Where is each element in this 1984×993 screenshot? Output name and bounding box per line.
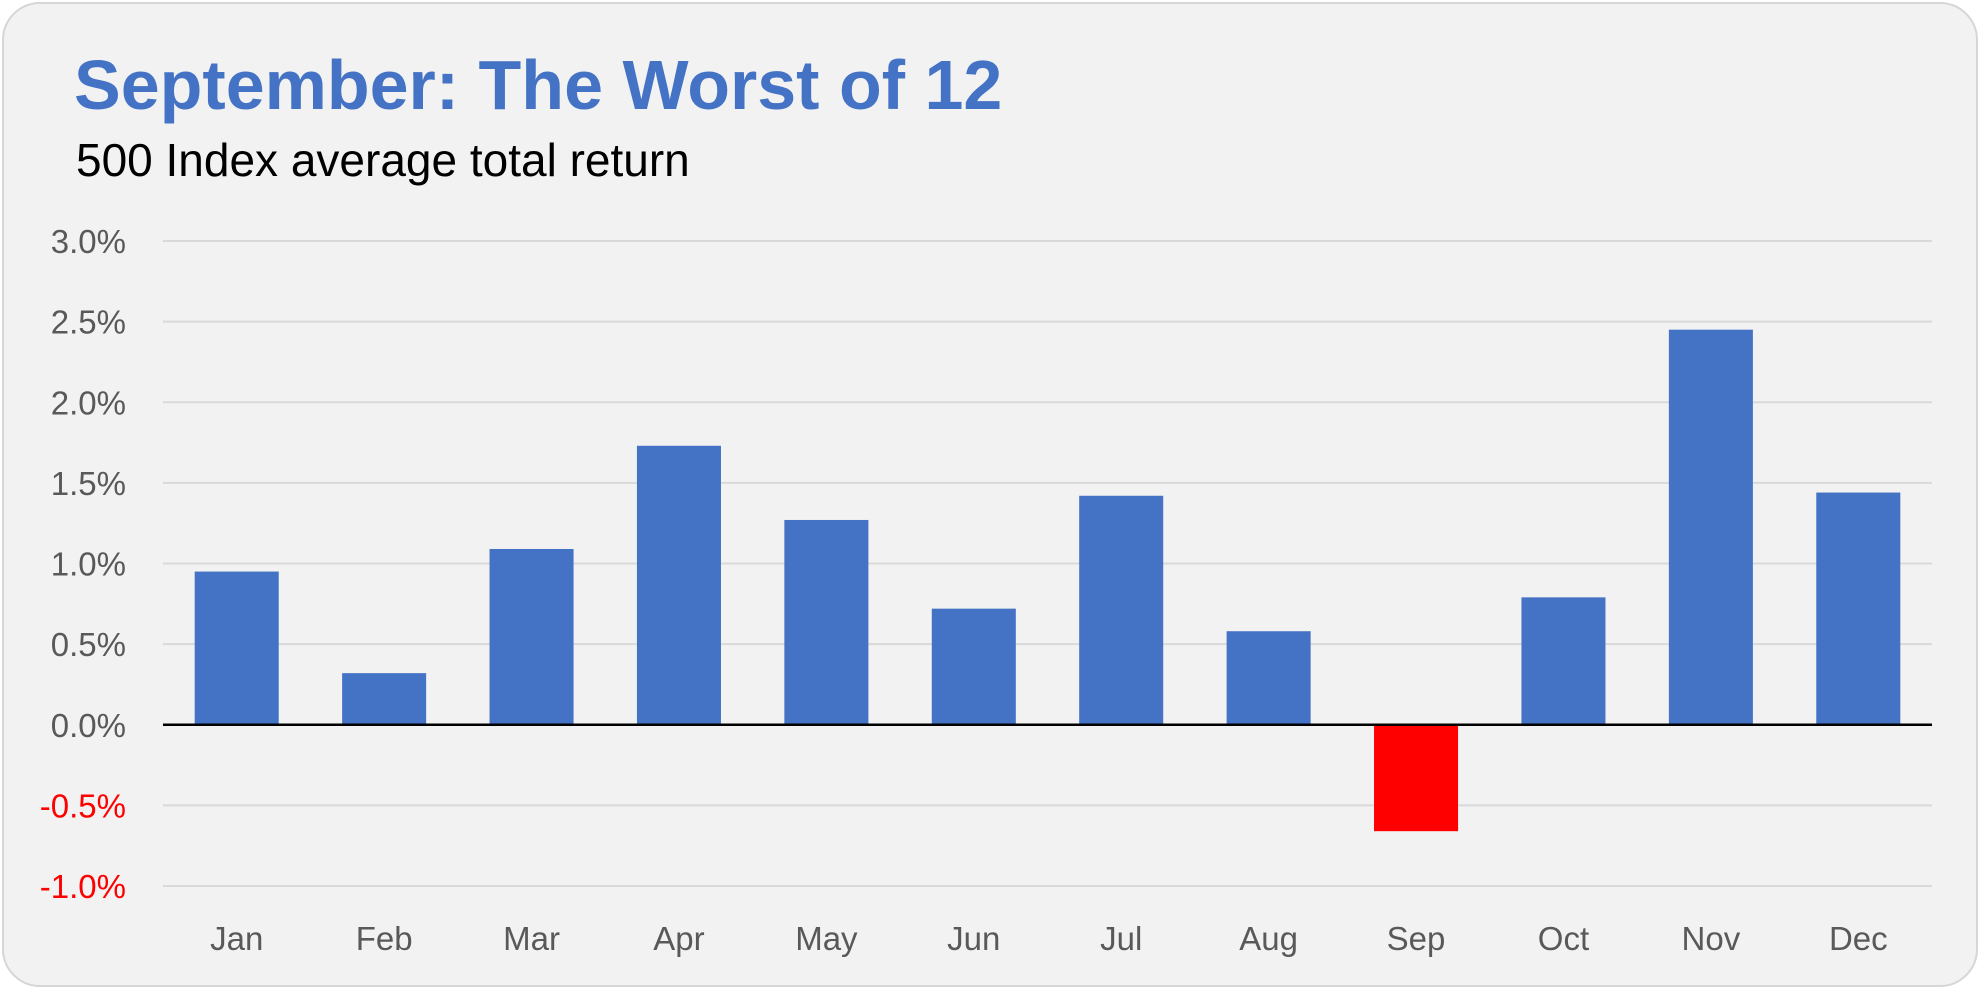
x-tick-label: Aug: [1239, 920, 1298, 957]
x-tick-label: Jul: [1100, 920, 1142, 957]
gridlines: [163, 240, 1932, 887]
y-tick-label: 0.0%: [51, 707, 126, 744]
x-axis-tick-labels: Jan Feb Mar Apr May Jun Jul Aug Sep Oct Nov Dec: [210, 920, 1888, 957]
bar-jul: [1079, 495, 1164, 725]
y-tick-label: 1.5%: [51, 465, 126, 502]
bars: [194, 329, 1901, 832]
bar-nov: [1668, 329, 1753, 725]
y-tick-label: 0.5%: [51, 626, 126, 663]
x-tick-label: Jan: [210, 920, 263, 957]
bar-oct: [1521, 597, 1606, 725]
x-tick-label: Sep: [1387, 920, 1446, 957]
x-tick-label: May: [795, 920, 858, 957]
x-tick-label: Jun: [947, 920, 1000, 957]
x-tick-label: Apr: [653, 920, 704, 957]
x-tick-label: Dec: [1829, 920, 1888, 957]
x-tick-label: Mar: [503, 920, 560, 957]
bar-apr: [636, 445, 721, 725]
x-tick-label: Nov: [1682, 920, 1741, 957]
bar-feb: [342, 673, 427, 725]
bar-sep: [1374, 724, 1459, 832]
bar-jan: [194, 571, 279, 725]
y-tick-label: -0.5%: [40, 787, 126, 824]
y-tick-label: -1.0%: [40, 868, 126, 905]
bar-mar: [489, 548, 574, 725]
y-tick-label: 2.0%: [51, 384, 126, 421]
bar-jun: [931, 608, 1016, 725]
chart-title: September: The Worst of 12: [74, 46, 1003, 124]
x-tick-label: Feb: [356, 920, 413, 957]
x-tick-label: Oct: [1538, 920, 1589, 957]
bar-may: [784, 519, 869, 725]
chart-subtitle: 500 Index average total return: [76, 134, 690, 186]
y-tick-label: 2.5%: [51, 304, 126, 341]
y-tick-label: 1.0%: [51, 546, 126, 583]
bar-aug: [1226, 631, 1311, 725]
y-axis-tick-labels: 3.0% 2.5% 2.0% 1.5% 1.0% 0.5% 0.0% -0.5% -1.0%: [40, 223, 126, 905]
bar-dec: [1816, 492, 1901, 725]
y-tick-label: 3.0%: [51, 223, 126, 260]
